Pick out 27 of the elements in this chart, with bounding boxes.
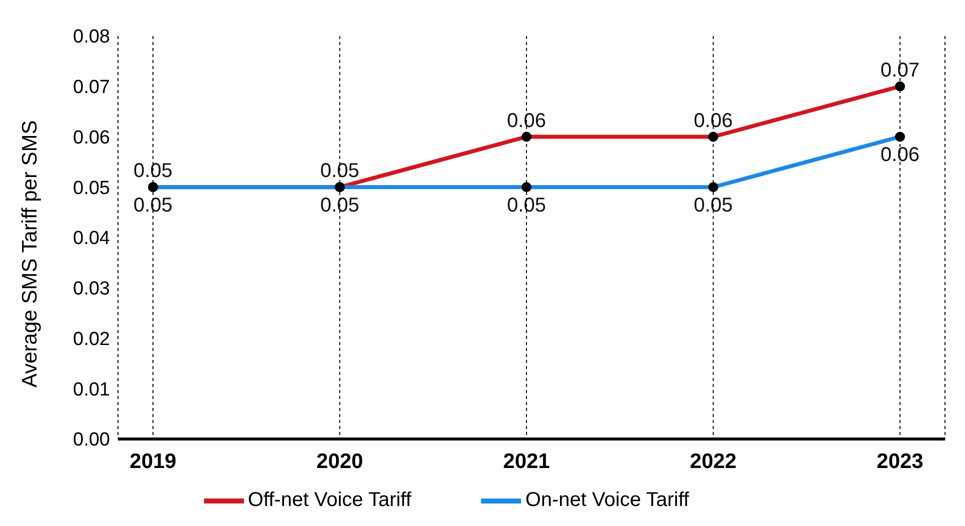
data-label: 0.06	[507, 110, 546, 132]
data-label: 0.07	[880, 59, 920, 82]
data-label: 0.06	[880, 144, 920, 166]
y-axis-title: Average SMS Tariff per SMS	[18, 120, 42, 388]
legend-label: On-net Voice Tariff	[525, 489, 690, 512]
x-tick-label: 2019	[130, 450, 176, 473]
y-tick-label: 0.03	[73, 278, 110, 300]
y-tick-label: 0.02	[73, 328, 110, 350]
x-tick-label: 2023	[876, 450, 924, 473]
y-tick-label: 0.04	[73, 228, 110, 250]
y-tick-label: 0.08	[73, 26, 110, 48]
data-label: 0.05	[134, 194, 172, 216]
y-tick-label: 0.06	[73, 127, 110, 148]
legend-label: Off-net Voice Tariff	[248, 489, 412, 512]
y-tick-label: 0.01	[73, 379, 110, 400]
data-label: 0.05	[694, 194, 733, 216]
x-tick-label: 2022	[690, 450, 737, 473]
data-label: 0.05	[507, 194, 546, 216]
y-tick-label: 0.07	[73, 77, 110, 98]
x-tick-label: 2020	[316, 450, 364, 473]
data-label: 0.05	[320, 194, 360, 216]
data-label: 0.05	[320, 160, 360, 182]
data-label: 0.05	[134, 160, 172, 182]
y-tick-label: 0.05	[73, 178, 110, 199]
y-tick-label: 0.00	[73, 430, 110, 451]
x-tick-label: 2021	[503, 450, 550, 473]
data-label: 0.06	[694, 110, 733, 132]
